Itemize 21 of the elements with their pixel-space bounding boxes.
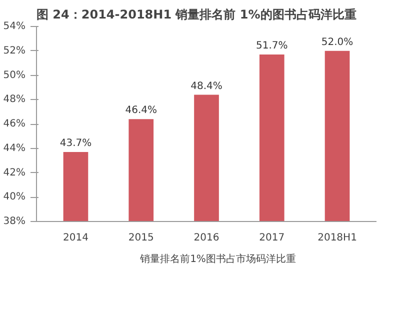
x-tick-label: 2015 <box>128 232 154 244</box>
data-label: 48.4% <box>190 80 222 92</box>
data-label: 43.7% <box>60 138 92 150</box>
x-tick-label: 2018H1 <box>318 232 357 244</box>
y-tick-label: 46% <box>3 118 26 130</box>
text: 销量排名前1%图书占市场码洋比重 <box>140 252 296 266</box>
data-label: 51.7% <box>256 40 288 52</box>
y-tick-label: 54% <box>3 21 26 32</box>
y-tick-label: 44% <box>3 142 26 154</box>
x-tick-label: 2014 <box>63 232 88 244</box>
y-tick-label: 52% <box>3 45 26 56</box>
data-label: 46.4% <box>125 105 158 116</box>
chart-title: 图 24：2014-2018H1 销量排名前 1%的图书占码洋比重 <box>36 8 356 22</box>
data-label: 52.0% <box>321 36 354 48</box>
x-tick-label: 2016 <box>194 232 220 244</box>
y-tick-label: 50% <box>3 70 26 81</box>
y-tick-label: 42% <box>3 167 26 178</box>
y-tick-label: 48% <box>3 94 26 106</box>
y-tick-label: 38% <box>3 216 26 227</box>
y-tick-label: 40% <box>3 192 26 203</box>
x-tick-label: 2017 <box>259 232 285 244</box>
